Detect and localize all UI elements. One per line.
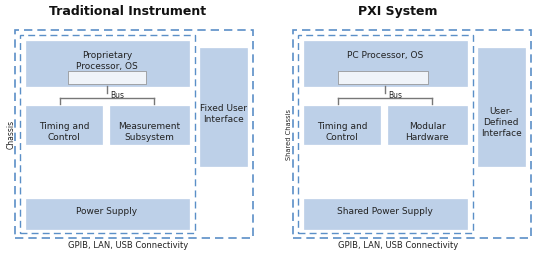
Text: PXI System: PXI System (358, 5, 438, 18)
Text: Chassis: Chassis (7, 120, 15, 148)
Text: Shared Chassis: Shared Chassis (286, 109, 292, 159)
Text: Bus: Bus (110, 91, 124, 100)
Bar (293, 30, 531, 238)
Text: User Software: User Software (356, 73, 410, 82)
Bar (200, 48, 247, 166)
Bar (110, 106, 189, 144)
Text: Firmware: Firmware (89, 73, 125, 82)
Bar (304, 199, 467, 229)
Text: Shared Power Supply: Shared Power Supply (337, 208, 433, 217)
Text: Bus: Bus (388, 91, 402, 100)
Bar (15, 30, 253, 238)
Text: Timing and
Control: Timing and Control (317, 122, 367, 142)
Text: PC Processor, OS: PC Processor, OS (347, 51, 423, 60)
Text: Proprietary
Processor, OS: Proprietary Processor, OS (76, 51, 138, 71)
Text: Fixed User
Interface: Fixed User Interface (200, 104, 246, 124)
Text: GPIB, LAN, USB Connectivity: GPIB, LAN, USB Connectivity (338, 241, 458, 251)
Bar (388, 106, 467, 144)
Bar (20, 35, 195, 233)
Bar (478, 48, 525, 166)
Text: Power Supply: Power Supply (76, 208, 138, 217)
Text: GPIB, LAN, USB Connectivity: GPIB, LAN, USB Connectivity (68, 241, 188, 251)
Bar (298, 35, 473, 233)
Bar (338, 71, 428, 84)
Text: Traditional Instrument: Traditional Instrument (50, 5, 207, 18)
Text: Modular
Hardware: Modular Hardware (405, 122, 449, 142)
Bar (304, 41, 467, 86)
Bar (304, 106, 380, 144)
Bar (26, 199, 189, 229)
Text: Timing and
Control: Timing and Control (39, 122, 89, 142)
Text: Measurement
Subsystem: Measurement Subsystem (118, 122, 180, 142)
Text: User-
Defined
Interface: User- Defined Interface (481, 107, 521, 138)
Bar (68, 71, 146, 84)
Bar (26, 41, 189, 86)
Bar (26, 106, 102, 144)
